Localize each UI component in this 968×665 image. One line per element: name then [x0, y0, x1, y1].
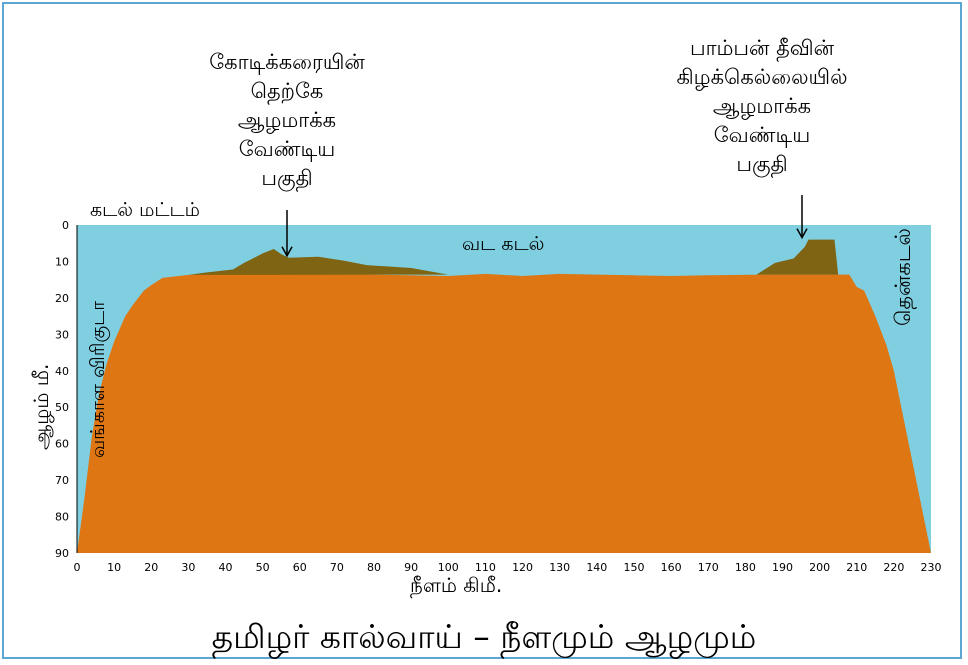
- x-tick-label: 230: [921, 561, 942, 574]
- x-tick-label: 200: [809, 561, 830, 574]
- x-tick-label: 150: [623, 561, 644, 574]
- annotation-line: தெற்கே: [251, 79, 324, 105]
- annotation-arrow-head: [796, 228, 808, 240]
- bay-of-bengal-label: வங்காள விரிகுடா: [87, 301, 110, 458]
- x-tick-label: 50: [256, 561, 270, 574]
- y-tick-label: 20: [55, 292, 69, 305]
- y-tick-label: 60: [55, 438, 69, 451]
- north-sea-label: வட கடல்: [462, 233, 544, 255]
- y-axis-label: ஆழம் மீ.: [29, 364, 54, 450]
- annotation-arrow-head: [281, 246, 293, 258]
- x-tick-label: 20: [144, 561, 158, 574]
- south-sea-label: தென்கடல்: [891, 228, 917, 326]
- x-tick-label: 30: [181, 561, 195, 574]
- dredge-zone-2: [756, 239, 839, 275]
- x-tick-label: 60: [293, 561, 307, 574]
- x-tick-label: 10: [107, 561, 121, 574]
- annotation-line: பகுதி: [261, 166, 312, 192]
- x-tick-label: 180: [735, 561, 756, 574]
- x-tick-label: 170: [698, 561, 719, 574]
- axis-ticks: 0 10 20 30 40 50 60 70 80 90 100 110 120 130 140 150 160…: [55, 219, 942, 574]
- annotation-line: வேண்டிய: [239, 137, 335, 162]
- annotation-line: கோடிக்கரையின்: [209, 50, 365, 75]
- x-tick-label: 40: [219, 561, 233, 574]
- y-tick-label: 70: [55, 474, 69, 487]
- seabed-area: [77, 273, 931, 553]
- annotation-line: ஆழமாக்க: [713, 94, 811, 120]
- x-tick-label: 220: [883, 561, 904, 574]
- annotation-line: கிழக்கெல்லையில்: [676, 65, 847, 91]
- annotation-line: ஆழமாக்க: [238, 108, 336, 134]
- diagram-frame: [2, 2, 962, 659]
- x-tick-label: 100: [438, 561, 459, 574]
- y-tick-label: 50: [55, 401, 69, 414]
- y-tick-label: 0: [62, 219, 69, 232]
- x-axis-label: நீளம் கிமீ.: [410, 573, 502, 598]
- y-tick-label: 10: [55, 255, 69, 268]
- annotation-line: பாம்பன் தீவின்: [690, 36, 835, 62]
- x-tick-label: 210: [846, 561, 867, 574]
- sea-level-label: கடல் மட்டம்: [90, 199, 200, 221]
- x-tick-label: 0: [74, 561, 81, 574]
- y-tick-label: 80: [55, 511, 69, 524]
- y-tick-label: 30: [55, 328, 69, 341]
- y-tick-label: 40: [55, 365, 69, 378]
- x-tick-label: 120: [512, 561, 533, 574]
- dredge-zone-1: [188, 249, 449, 275]
- diagram-title: தமிழர் கால்வாய் – நீளமும் ஆழமும்: [212, 617, 757, 659]
- x-tick-label: 160: [661, 561, 682, 574]
- dredge-zones: [188, 239, 839, 275]
- x-tick-label: 140: [586, 561, 607, 574]
- x-tick-label: 130: [549, 561, 570, 574]
- annotation-line: வேண்டிய: [714, 123, 810, 148]
- y-tick-label: 90: [55, 547, 69, 560]
- x-tick-label: 90: [404, 561, 418, 574]
- x-tick-label: 70: [330, 561, 344, 574]
- x-tick-label: 110: [475, 561, 496, 574]
- x-tick-label: 80: [367, 561, 381, 574]
- annotations: கோடிக்கரையின் தெற்கே ஆழமாக்க வேண்டிய பகுதி பா…: [209, 36, 848, 258]
- x-tick-label: 190: [772, 561, 793, 574]
- annotation-line: பகுதி: [736, 152, 787, 178]
